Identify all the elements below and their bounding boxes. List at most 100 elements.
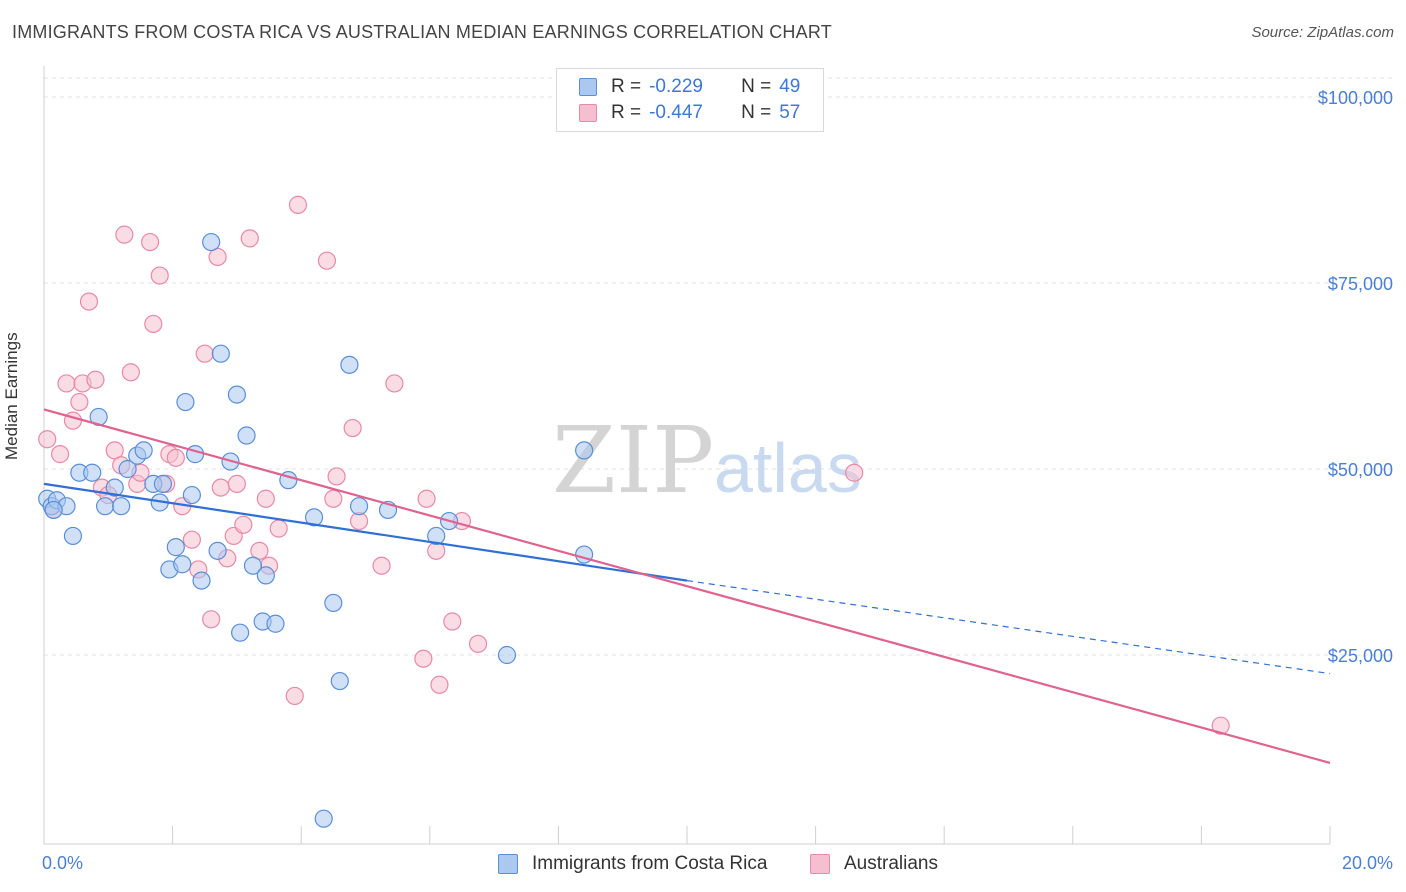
data-point-australians — [269, 519, 288, 538]
data-point-costa-rica — [173, 555, 192, 574]
y-tick-label: $100,000 — [1318, 88, 1393, 108]
data-point-australians — [414, 649, 433, 668]
data-point-costa-rica — [231, 623, 250, 642]
data-point-australians — [324, 489, 343, 508]
data-point-costa-rica — [243, 556, 263, 575]
data-point-australians — [845, 463, 864, 482]
data-point-australians — [1211, 716, 1230, 735]
data-point-costa-rica — [166, 538, 185, 557]
data-point-costa-rica — [237, 426, 256, 445]
watermark: ZIP atlas — [552, 407, 862, 514]
legend-swatch-blue — [579, 78, 597, 96]
data-point-australians — [240, 229, 259, 248]
data-point-costa-rica — [134, 441, 153, 460]
data-point-costa-rica — [182, 485, 201, 505]
data-point-australians — [443, 612, 462, 631]
correlation-legend: R = -0.229 N = 49 R = -0.447 N = 57 — [556, 68, 824, 132]
data-point-costa-rica — [95, 497, 115, 516]
data-point-costa-rica — [186, 445, 205, 464]
y-tick-labels: $25,000 $50,000 $75,000 $100,000 — [1318, 88, 1393, 666]
legend-item-costa-rica[interactable]: Immigrants from Costa Rica — [498, 852, 767, 876]
data-point-australians — [211, 478, 230, 497]
data-point-australians — [38, 430, 57, 449]
data-point-australians — [166, 448, 185, 467]
data-point-australians — [417, 489, 436, 508]
data-point-australians — [227, 474, 246, 493]
data-point-australians — [182, 530, 201, 549]
data-point-australians — [86, 370, 105, 389]
axes — [43, 66, 1331, 845]
trend-lines — [43, 408, 1331, 764]
data-point-australians — [234, 515, 253, 534]
data-point-australians — [343, 418, 362, 438]
data-point-australians — [57, 374, 76, 393]
data-point-australians — [79, 292, 99, 311]
data-point-costa-rica — [83, 463, 102, 482]
data-point-costa-rica — [153, 474, 173, 493]
data-point-costa-rica — [314, 809, 333, 828]
data-point-costa-rica — [202, 232, 221, 252]
source-label: Source: ZipAtlas.com — [1251, 24, 1394, 41]
data-point-australians — [256, 489, 275, 508]
data-point-costa-rica — [211, 344, 230, 363]
data-point-australians — [317, 251, 337, 270]
trend-line-costa-rica — [43, 482, 688, 582]
data-point-costa-rica — [575, 441, 594, 460]
x-tick-labels: 0.0% 20.0% — [42, 853, 1393, 873]
legend-label-australians: Australians — [844, 853, 938, 874]
data-point-costa-rica — [63, 526, 83, 546]
data-point-costa-rica — [192, 571, 211, 590]
y-tick-label: $75,000 — [1328, 274, 1393, 294]
watermark-atlas: atlas — [714, 429, 862, 507]
data-point-costa-rica — [427, 526, 446, 546]
data-point-costa-rica — [176, 392, 195, 412]
legend-row-costa-rica: R = -0.229 N = 49 — [579, 75, 800, 99]
legend-r-label: R = — [611, 102, 642, 123]
legend-n-value: 57 — [779, 102, 801, 123]
y-tick-label: $50,000 — [1328, 460, 1393, 480]
legend-swatch-blue — [498, 854, 518, 874]
legend-n-label: N = — [741, 76, 772, 97]
legend-r-value: -0.447 — [649, 102, 703, 123]
legend-r-label: R = — [611, 76, 642, 97]
data-point-australians — [50, 445, 70, 464]
legend-r-value: -0.229 — [649, 76, 703, 97]
data-point-costa-rica — [118, 459, 137, 479]
data-point-australians — [202, 610, 221, 629]
data-point-costa-rica — [256, 566, 275, 585]
legend-label-costa-rica: Immigrants from Costa Rica — [532, 853, 768, 874]
legend-row-australians: R = -0.447 N = 57 — [579, 101, 800, 125]
data-point-australians — [140, 232, 160, 252]
legend-n-value: 49 — [779, 76, 801, 97]
trend-line-costa-rica-extension — [686, 580, 1331, 675]
data-point-australians — [285, 686, 304, 706]
data-point-australians — [115, 225, 134, 244]
data-point-costa-rica — [266, 614, 285, 633]
data-point-australians — [288, 195, 308, 214]
data-point-costa-rica — [304, 508, 324, 527]
data-point-australians — [430, 675, 449, 694]
legend-item-australians[interactable]: Australians — [810, 852, 938, 876]
data-point-costa-rica — [497, 645, 517, 665]
watermark-zip: ZIP — [552, 407, 714, 514]
data-point-australians — [150, 266, 169, 285]
data-point-australians — [144, 314, 163, 334]
data-point-australians — [121, 363, 140, 382]
legend-swatch-pink — [579, 104, 597, 122]
data-point-costa-rica — [112, 497, 131, 516]
data-point-australians — [195, 344, 214, 363]
data-point-costa-rica — [44, 500, 63, 520]
data-point-australians — [385, 374, 404, 393]
data-point-costa-rica — [340, 355, 359, 374]
data-point-australians — [468, 634, 488, 653]
data-point-australians — [372, 556, 391, 575]
chart-title: IMMIGRANTS FROM COSTA RICA VS AUSTRALIAN… — [12, 22, 832, 42]
data-point-costa-rica — [349, 497, 369, 516]
data-point-costa-rica — [330, 671, 349, 691]
data-point-costa-rica — [105, 478, 124, 497]
data-point-australians — [327, 467, 346, 486]
data-point-costa-rica — [227, 385, 246, 404]
y-tick-label: $25,000 — [1328, 646, 1393, 666]
data-point-costa-rica — [208, 541, 227, 560]
